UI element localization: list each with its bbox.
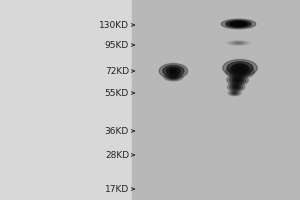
Ellipse shape — [233, 22, 244, 25]
Ellipse shape — [226, 41, 250, 45]
Ellipse shape — [171, 76, 176, 78]
Ellipse shape — [232, 85, 241, 89]
Ellipse shape — [164, 73, 183, 81]
Ellipse shape — [232, 77, 243, 83]
Ellipse shape — [166, 74, 181, 80]
Text: 55KD: 55KD — [105, 88, 129, 98]
Ellipse shape — [163, 65, 184, 77]
Text: 130KD: 130KD — [99, 21, 129, 29]
Ellipse shape — [170, 69, 177, 73]
Ellipse shape — [230, 76, 246, 84]
Ellipse shape — [235, 79, 240, 81]
Ellipse shape — [229, 67, 251, 77]
Ellipse shape — [221, 19, 256, 29]
Ellipse shape — [230, 84, 243, 90]
Ellipse shape — [159, 64, 188, 78]
Text: 95KD: 95KD — [105, 40, 129, 49]
Ellipse shape — [230, 91, 240, 95]
Ellipse shape — [236, 66, 244, 70]
Ellipse shape — [231, 92, 238, 95]
Ellipse shape — [227, 83, 245, 92]
Ellipse shape — [230, 22, 247, 26]
Text: 36KD: 36KD — [105, 127, 129, 136]
Ellipse shape — [233, 92, 236, 94]
Ellipse shape — [236, 23, 241, 25]
Ellipse shape — [169, 75, 178, 79]
Text: 28KD: 28KD — [105, 150, 129, 160]
Ellipse shape — [231, 64, 249, 72]
Ellipse shape — [227, 74, 248, 86]
Ellipse shape — [223, 60, 257, 76]
Ellipse shape — [234, 86, 238, 88]
Ellipse shape — [227, 62, 253, 74]
Text: 17KD: 17KD — [105, 184, 129, 194]
Ellipse shape — [236, 42, 242, 44]
Text: 72KD: 72KD — [105, 66, 129, 75]
Ellipse shape — [230, 22, 247, 26]
Ellipse shape — [234, 23, 243, 25]
Ellipse shape — [230, 41, 247, 45]
Ellipse shape — [232, 42, 244, 44]
Ellipse shape — [227, 21, 250, 27]
Ellipse shape — [236, 70, 244, 74]
Ellipse shape — [226, 66, 254, 78]
Ellipse shape — [226, 20, 251, 28]
Bar — [132, 0, 300, 200]
Ellipse shape — [228, 90, 242, 96]
Ellipse shape — [233, 69, 247, 75]
Ellipse shape — [166, 67, 181, 75]
